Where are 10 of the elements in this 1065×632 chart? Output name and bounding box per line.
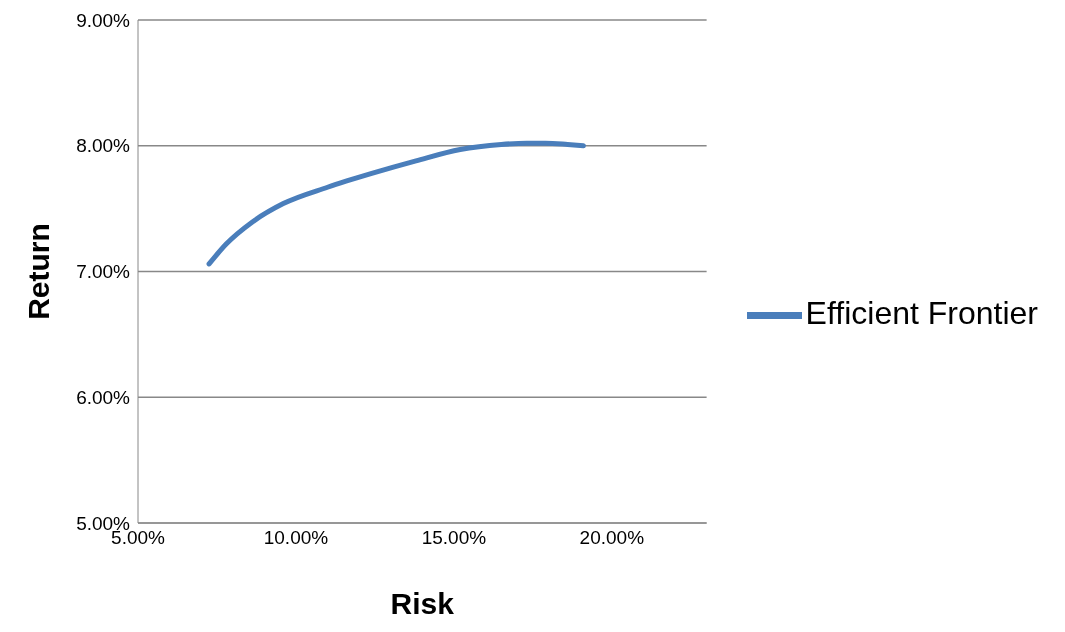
- x-axis-title: Risk: [390, 587, 455, 621]
- y-tick-label: 6.00%: [76, 386, 131, 408]
- x-tick-label: 15.00%: [421, 527, 487, 549]
- x-tick-label: 10.00%: [263, 527, 329, 549]
- legend-label: Efficient Frontier: [805, 294, 1038, 331]
- y-tick-label: 9.00%: [76, 9, 131, 31]
- y-tick-label: 8.00%: [76, 135, 131, 157]
- y-tick-label: 7.00%: [76, 261, 131, 283]
- y-axis-title: Return: [21, 223, 55, 320]
- x-tick-label: 20.00%: [579, 527, 645, 549]
